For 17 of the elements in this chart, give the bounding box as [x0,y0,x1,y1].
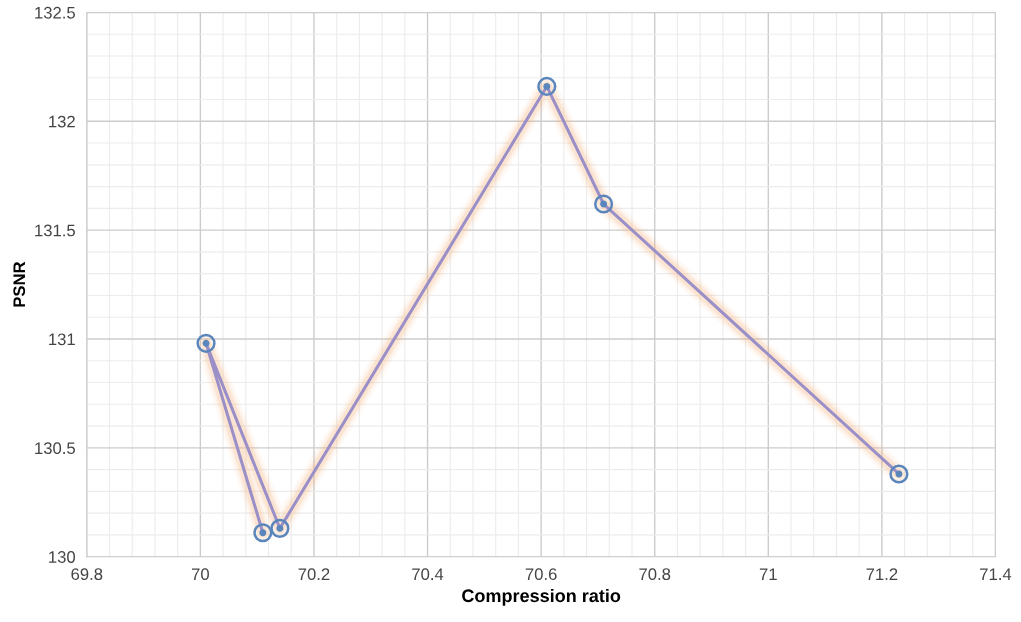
x-tick-label: 71 [759,568,777,580]
x-tick-label: 70.8 [639,568,671,581]
y-tick-label: 131.5 [35,224,75,237]
x-tick-label: 70 [191,568,209,581]
x-axis-title: Compression ratio [462,588,621,606]
y-tick-label: 132.5 [35,6,75,19]
y-tick-label: 131 [49,333,75,346]
x-tick-label: 70.6 [525,568,557,581]
y-tick-label: 130.5 [35,442,75,455]
x-tick-label: 71.4 [980,568,1012,580]
y-tick-label: 130 [49,551,76,563]
x-tick-label: 70.2 [298,568,330,581]
y-tick-label: 132 [49,115,75,128]
y-axis-title: PSNR [13,261,26,307]
x-tick-label: 70.4 [412,568,444,581]
x-tick-label: 71.2 [866,568,898,580]
x-tick-label: 69.8 [71,568,103,581]
